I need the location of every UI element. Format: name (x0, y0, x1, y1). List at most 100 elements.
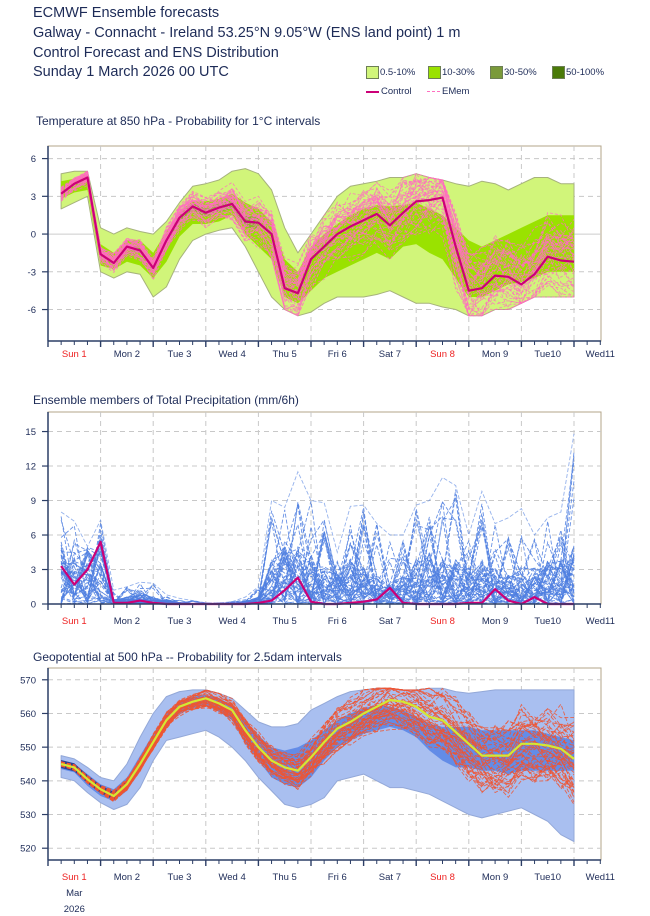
header-title: ECMWF Ensemble forecasts (33, 5, 220, 21)
ensemble-member-line (60, 687, 575, 794)
x-tick-label: Sun 8 (430, 349, 455, 360)
y-tick-label: 540 (20, 776, 36, 787)
x-tick-label: Wed 4 (218, 872, 245, 883)
ensemble-member-line (60, 173, 575, 278)
ensemble-member-line (60, 180, 575, 317)
x-tick-label: Tue 3 (168, 872, 192, 883)
ensemble-member-line (60, 180, 575, 317)
ensemble-member-line (60, 706, 575, 802)
ensemble-member-line (60, 176, 575, 287)
x-tick-label: Wed 4 (218, 616, 245, 627)
ensemble-member-line (60, 705, 575, 802)
x-tick-label: Fri 6 (328, 349, 347, 360)
ensemble-member-line (60, 698, 575, 795)
temperature-chart: -6 -3 0 3 6 Sun 1 Mon 2 Tue 3 Wed 4 Thu 5 Fri 6 Sat… (28, 145, 615, 360)
y-tick-label: 530 (20, 810, 36, 821)
geopotential-chart-title: Geopotential at 500 hPa -- Probability f… (33, 650, 342, 664)
ensemble-member-line (60, 171, 575, 287)
x-tick-label: Wed 4 (218, 349, 245, 360)
ensemble-member-line (60, 546, 575, 605)
x-tick-label: Thu 5 (273, 616, 297, 627)
legend-control-label: Control (381, 86, 412, 97)
precipitation-chart: 0 3 6 9 12 15 Sun 1 Mon 2 Tue 3 Wed 4 Thu 5 Fri 6 Sa… (25, 411, 615, 627)
ensemble-member-line (61, 545, 575, 605)
ensemble-member-line (60, 174, 575, 283)
header-date: Sunday 1 March 2026 00 UTC (33, 64, 229, 80)
control-forecast-line (60, 540, 574, 606)
precipitation-chart-title: Ensemble members of Total Precipitation … (33, 393, 299, 407)
legend-control-line-icon (366, 91, 379, 93)
y-tick-label: 0 (31, 230, 36, 241)
x-tick-label: Sun 8 (430, 616, 455, 627)
x-tick-label: Sat 7 (379, 349, 401, 360)
y-tick-label: 560 (20, 709, 36, 720)
y-tick-label: 15 (25, 427, 36, 438)
x-axis-month-label: Mar (66, 888, 82, 899)
ensemble-member-line (60, 707, 575, 802)
y-tick-label: 0 (31, 600, 36, 611)
ensemble-member-line (60, 539, 575, 605)
x-tick-label: Sun 8 (430, 872, 455, 883)
ensemble-member-line (60, 174, 575, 267)
ensemble-member-line (60, 175, 575, 285)
legend-swatch-10-30 (428, 66, 441, 79)
ensemble-member-line (60, 170, 575, 288)
control-forecast-line (60, 176, 575, 295)
x-tick-label: Mon 9 (482, 616, 508, 627)
x-tick-label: Tue 3 (168, 616, 192, 627)
x-tick-label: Wed11 (586, 872, 615, 883)
x-tick-label: Fri 6 (328, 872, 347, 883)
x-tick-label: Sun 1 (62, 872, 87, 883)
legend-emem-label: EMem (442, 86, 470, 97)
ensemble-member-line (60, 497, 575, 605)
ensemble-member-line (60, 549, 575, 605)
y-tick-label: 9 (31, 496, 36, 507)
y-tick-label: -3 (28, 267, 36, 278)
header-location: Galway - Connacht - Ireland 53.25°N 9.05… (33, 25, 461, 41)
y-tick-label: 3 (31, 192, 36, 203)
legend-swatch-30-50 (490, 66, 503, 79)
x-tick-label: Mon 2 (114, 872, 140, 883)
ensemble-member-line (61, 517, 575, 606)
x-tick-label: Mon 9 (482, 872, 508, 883)
ensemble-member-line (60, 689, 575, 794)
ensemble-member-line (61, 687, 575, 795)
ensemble-member-line (60, 687, 575, 791)
x-tick-label: Sat 7 (379, 872, 401, 883)
ensemble-member-line (60, 178, 575, 317)
ensemble-member-line (60, 698, 575, 799)
control-forecast-line (60, 697, 575, 798)
legend-swatch-0-5-10 (366, 66, 379, 79)
ensemble-member-line (60, 513, 575, 605)
x-tick-label: Thu 5 (273, 872, 297, 883)
x-tick-label: Thu 5 (273, 349, 297, 360)
x-tick-label: Tue 3 (168, 349, 192, 360)
ensemble-member-line (60, 704, 575, 801)
ensemble-member-line (60, 687, 575, 792)
ensemble-member-line (60, 532, 575, 605)
ensemble-member-line (61, 687, 575, 797)
ensemble-member-line (60, 172, 575, 277)
x-tick-label: Sun 1 (62, 616, 87, 627)
ensemble-member-line (60, 171, 575, 293)
x-tick-label: Fri 6 (328, 616, 347, 627)
y-tick-label: -6 (28, 305, 36, 316)
y-tick-label: 3 (31, 565, 36, 576)
y-tick-label: 6 (31, 531, 36, 542)
ensemble-member-line (60, 178, 575, 305)
ensemble-member-line (60, 178, 575, 310)
x-axis-year-label: 2026 (64, 904, 85, 915)
x-tick-label: Sun 1 (62, 349, 87, 360)
ensemble-member-line (60, 175, 575, 291)
x-tick-label: Mon 2 (114, 616, 140, 627)
ensemble-member-line (60, 176, 575, 315)
x-tick-label: Tue10 (534, 616, 561, 627)
legend-label-0-5-10: 0.5-10% (380, 67, 416, 78)
y-tick-label: 6 (31, 154, 36, 165)
x-tick-label: Mon 9 (482, 349, 508, 360)
ensemble-member-line (60, 175, 575, 287)
ensemble-member-line (60, 170, 575, 282)
ensemble-member-line (60, 179, 575, 317)
x-tick-label: Wed11 (586, 616, 615, 627)
